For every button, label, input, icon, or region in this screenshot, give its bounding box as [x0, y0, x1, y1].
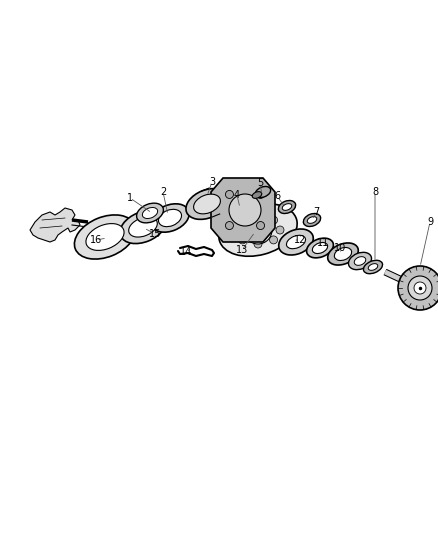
Ellipse shape	[257, 222, 265, 230]
Ellipse shape	[279, 200, 296, 214]
Text: 7: 7	[313, 207, 319, 217]
Text: 15: 15	[149, 229, 161, 239]
Text: 14: 14	[180, 247, 192, 257]
Text: 8: 8	[372, 187, 378, 197]
Ellipse shape	[279, 229, 313, 255]
Ellipse shape	[159, 209, 181, 227]
Text: 13: 13	[236, 245, 248, 255]
Ellipse shape	[255, 187, 271, 198]
Text: 3: 3	[209, 177, 215, 187]
Text: 6: 6	[274, 191, 280, 201]
Ellipse shape	[226, 190, 233, 198]
Text: 10: 10	[334, 243, 346, 253]
Ellipse shape	[238, 236, 247, 244]
Ellipse shape	[86, 223, 124, 251]
Ellipse shape	[398, 266, 438, 310]
Ellipse shape	[74, 215, 136, 259]
Polygon shape	[211, 178, 275, 242]
Text: 1: 1	[127, 193, 133, 203]
Text: 5: 5	[257, 178, 263, 188]
Ellipse shape	[307, 216, 317, 223]
Ellipse shape	[282, 204, 292, 211]
Text: 12: 12	[294, 235, 306, 245]
Ellipse shape	[307, 238, 333, 258]
Ellipse shape	[129, 217, 157, 237]
Ellipse shape	[257, 190, 265, 198]
Ellipse shape	[328, 243, 358, 265]
Text: 9: 9	[427, 217, 433, 227]
Ellipse shape	[269, 236, 278, 244]
Ellipse shape	[368, 264, 378, 270]
Ellipse shape	[304, 214, 321, 227]
Ellipse shape	[269, 216, 278, 224]
Ellipse shape	[312, 243, 328, 254]
Ellipse shape	[254, 240, 262, 248]
Text: 16: 16	[90, 235, 102, 245]
Ellipse shape	[254, 212, 262, 220]
Polygon shape	[30, 208, 80, 242]
Ellipse shape	[286, 235, 306, 249]
Ellipse shape	[151, 204, 189, 232]
Text: 2: 2	[160, 187, 166, 197]
Ellipse shape	[120, 211, 166, 244]
Ellipse shape	[137, 203, 163, 223]
Text: 4: 4	[234, 190, 240, 200]
Ellipse shape	[276, 226, 284, 234]
Ellipse shape	[232, 226, 240, 234]
Ellipse shape	[238, 216, 247, 224]
Ellipse shape	[364, 260, 382, 274]
Ellipse shape	[186, 189, 228, 220]
Ellipse shape	[414, 282, 426, 294]
Ellipse shape	[142, 207, 158, 219]
Ellipse shape	[354, 257, 366, 265]
Ellipse shape	[349, 252, 371, 270]
Text: 11: 11	[317, 238, 329, 248]
Ellipse shape	[334, 247, 352, 261]
Ellipse shape	[229, 194, 261, 226]
Ellipse shape	[226, 222, 233, 230]
Ellipse shape	[244, 216, 272, 244]
Ellipse shape	[219, 204, 297, 256]
Ellipse shape	[194, 194, 220, 214]
Ellipse shape	[408, 276, 432, 300]
Ellipse shape	[252, 192, 262, 198]
